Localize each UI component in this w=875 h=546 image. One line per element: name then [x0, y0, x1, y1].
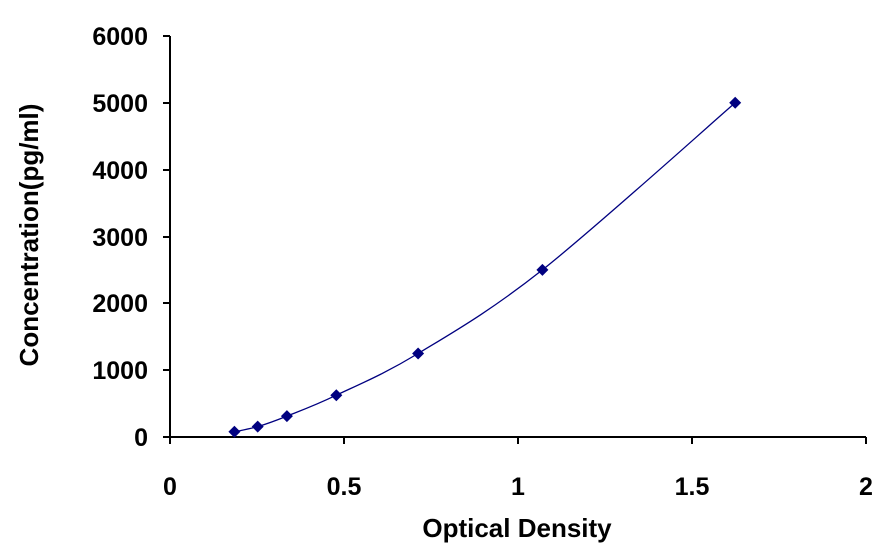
y-tick-label: 1000 — [92, 357, 148, 385]
x-tick-label: 1 — [511, 473, 525, 501]
y-tick-label: 6000 — [92, 23, 148, 51]
x-tick-label: 2 — [859, 473, 873, 501]
axes — [169, 36, 866, 438]
x-tick-label: 0 — [163, 473, 177, 501]
data-point — [729, 96, 742, 109]
y-tick-label: 3000 — [92, 224, 148, 252]
x-axis-ticks: 0 0.5 1 1.5 2 — [163, 437, 873, 501]
y-axis-ticks: 0 1000 2000 3000 4000 5000 6000 — [92, 23, 170, 452]
y-tick-label: 5000 — [92, 90, 148, 118]
fit-curve — [234, 102, 736, 433]
x-axis-title: Optical Density — [422, 513, 612, 543]
data-point — [412, 347, 425, 360]
data-point — [280, 410, 293, 423]
x-tick-label: 1.5 — [675, 473, 710, 501]
y-tick-label: 0 — [134, 424, 148, 452]
data-point — [330, 389, 343, 402]
data-point — [251, 420, 264, 433]
series-layer — [228, 96, 742, 438]
x-tick-label: 0.5 — [327, 473, 362, 501]
y-tick-label: 2000 — [92, 290, 148, 318]
y-tick-label: 4000 — [92, 157, 148, 185]
y-axis-title: Concentration(pg/ml) — [14, 104, 44, 367]
data-point — [228, 425, 241, 438]
data-point — [536, 263, 549, 276]
